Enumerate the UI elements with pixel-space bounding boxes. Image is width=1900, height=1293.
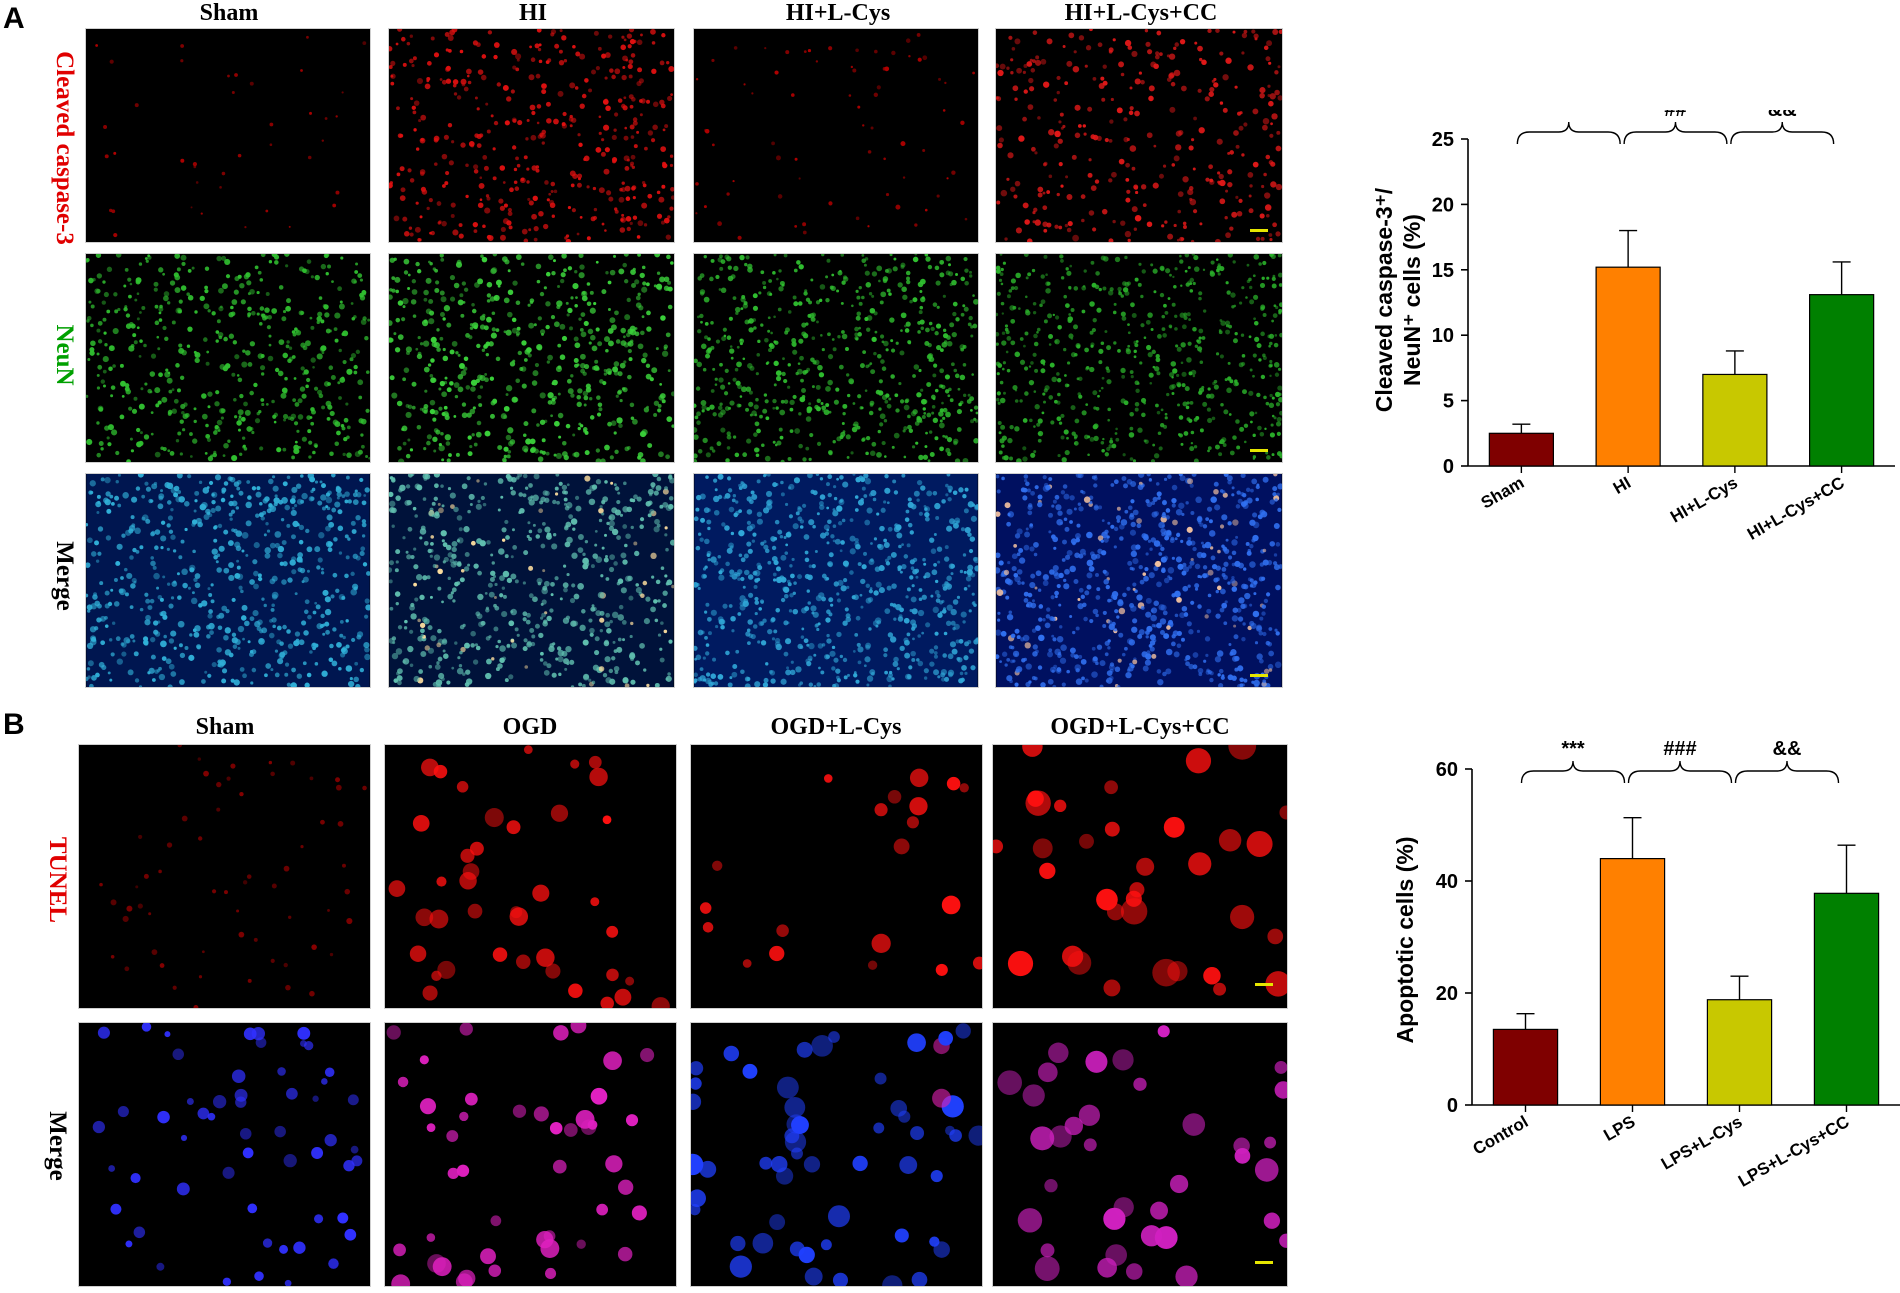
panel-b-label: B bbox=[3, 708, 25, 741]
significance-marker: ### bbox=[1663, 740, 1696, 760]
scale-bar bbox=[1250, 674, 1268, 677]
category-label: LPS+L-Cys+CC bbox=[1735, 1112, 1852, 1191]
micrograph-a-merge-hi bbox=[388, 473, 675, 688]
micrograph-b-merge-ogd bbox=[384, 1022, 677, 1287]
micrograph-a-merge-hi-lcys bbox=[693, 473, 979, 688]
significance-brace bbox=[1730, 121, 1835, 145]
micrograph-a-neun-hi bbox=[388, 253, 675, 463]
significance-marker: && bbox=[1768, 110, 1797, 121]
micrograph-b-tunel-ogd-lcys-cc bbox=[992, 744, 1288, 1009]
y-axis-label: Apoptotic cells (%) bbox=[1392, 836, 1418, 1043]
panel-b-col-ogd: OGD bbox=[502, 714, 558, 740]
y-tick-label: 5 bbox=[1443, 391, 1454, 413]
significance-marker: ## bbox=[1664, 110, 1686, 121]
bar bbox=[1813, 892, 1880, 1106]
panel-a-row-caspase: Cleaved caspase-3 bbox=[51, 51, 78, 245]
category-label: HI+L-Cys bbox=[1667, 473, 1741, 527]
y-axis-label-line2: NeuN⁺ cells (%) bbox=[1399, 214, 1425, 386]
y-tick-label: 20 bbox=[1436, 983, 1458, 1005]
panel-b-col-ogd-lcys-cc: OGD+L-Cys+CC bbox=[1050, 714, 1230, 740]
bar bbox=[1809, 294, 1875, 467]
y-axis-label-line1: Cleaved caspase-3⁺/ bbox=[1371, 187, 1397, 412]
micrograph-b-merge-ogd-lcys-cc bbox=[992, 1022, 1288, 1287]
y-tick-label: 20 bbox=[1432, 194, 1454, 216]
y-tick-label: 15 bbox=[1432, 260, 1454, 282]
micrograph-a-caspase-hi-lcys bbox=[693, 28, 979, 243]
significance-brace bbox=[1627, 760, 1733, 784]
scale-bar bbox=[1255, 983, 1273, 986]
scale-bar bbox=[1250, 449, 1268, 452]
category-label: HI+L-Cys+CC bbox=[1744, 473, 1848, 544]
y-tick-label: 60 bbox=[1436, 759, 1458, 781]
micrograph-a-caspase-sham bbox=[85, 28, 371, 243]
panel-a-col-sham: Sham bbox=[199, 0, 259, 26]
micrograph-b-merge-ogd-lcys bbox=[690, 1022, 983, 1287]
significance-brace bbox=[1734, 760, 1840, 784]
significance-marker: *** bbox=[1557, 110, 1581, 121]
micrograph-b-tunel-ogd bbox=[384, 744, 677, 1009]
panel-a-row-merge: Merge bbox=[51, 541, 78, 611]
panel-b-col-sham: Sham bbox=[195, 714, 255, 740]
micrograph-b-tunel-sham bbox=[78, 744, 371, 1009]
bar bbox=[1706, 999, 1773, 1106]
panel-a-row-neun: NeuN bbox=[51, 324, 78, 386]
panel-a-col-hi: HI bbox=[518, 0, 547, 26]
category-label: LPS bbox=[1600, 1112, 1638, 1145]
category-label: Sham bbox=[1478, 473, 1528, 513]
chart-cleaved-caspase: 0 5 10 15 20 25 Sham HI HI+L-Cys HI+L-Cys+CC *** ##… bbox=[1371, 110, 1895, 544]
bar bbox=[1599, 857, 1666, 1106]
y-tick-label: 0 bbox=[1443, 456, 1454, 478]
y-tick-label: 40 bbox=[1436, 871, 1458, 893]
micrograph-a-neun-sham bbox=[85, 253, 371, 463]
micrograph-a-merge-hi-lcys-cc bbox=[995, 473, 1283, 688]
significance-marker: *** bbox=[1561, 740, 1585, 760]
bar bbox=[1492, 1028, 1559, 1106]
y-tick-label: 10 bbox=[1432, 325, 1454, 347]
micrograph-a-caspase-hi-lcys-cc bbox=[995, 28, 1283, 243]
significance-brace bbox=[1623, 121, 1728, 145]
panel-a-col-hi-lcys: HI+L-Cys bbox=[785, 0, 891, 26]
panel-b-col-ogd-lcys: OGD+L-Cys bbox=[770, 714, 902, 740]
significance-marker: && bbox=[1773, 740, 1802, 760]
micrograph-a-neun-hi-lcys-cc bbox=[995, 253, 1283, 463]
scale-bar bbox=[1250, 229, 1268, 232]
category-label: HI bbox=[1610, 473, 1634, 498]
panel-b-row-merge: Merge bbox=[44, 1111, 71, 1181]
panel-a-label: A bbox=[3, 2, 25, 35]
significance-brace bbox=[1520, 760, 1626, 784]
category-label: LPS+L-Cys bbox=[1658, 1112, 1746, 1174]
micrograph-a-neun-hi-lcys bbox=[693, 253, 979, 463]
y-tick-label: 0 bbox=[1447, 1095, 1458, 1117]
micrograph-b-tunel-ogd-lcys bbox=[690, 744, 983, 1009]
scale-bar bbox=[1255, 1261, 1273, 1264]
micrograph-a-caspase-hi bbox=[388, 28, 675, 243]
significance-brace bbox=[1516, 121, 1621, 145]
bar bbox=[1702, 373, 1768, 467]
bar bbox=[1488, 432, 1555, 467]
bar bbox=[1595, 266, 1661, 467]
panel-a-col-hi-lcys-cc: HI+L-Cys+CC bbox=[1064, 0, 1218, 26]
y-tick-label: 25 bbox=[1432, 129, 1454, 151]
panel-b-row-tunel: TUNEL bbox=[44, 836, 71, 924]
category-label: Control bbox=[1470, 1112, 1532, 1159]
micrograph-a-merge-sham bbox=[85, 473, 371, 688]
micrograph-b-merge-sham bbox=[78, 1022, 371, 1287]
